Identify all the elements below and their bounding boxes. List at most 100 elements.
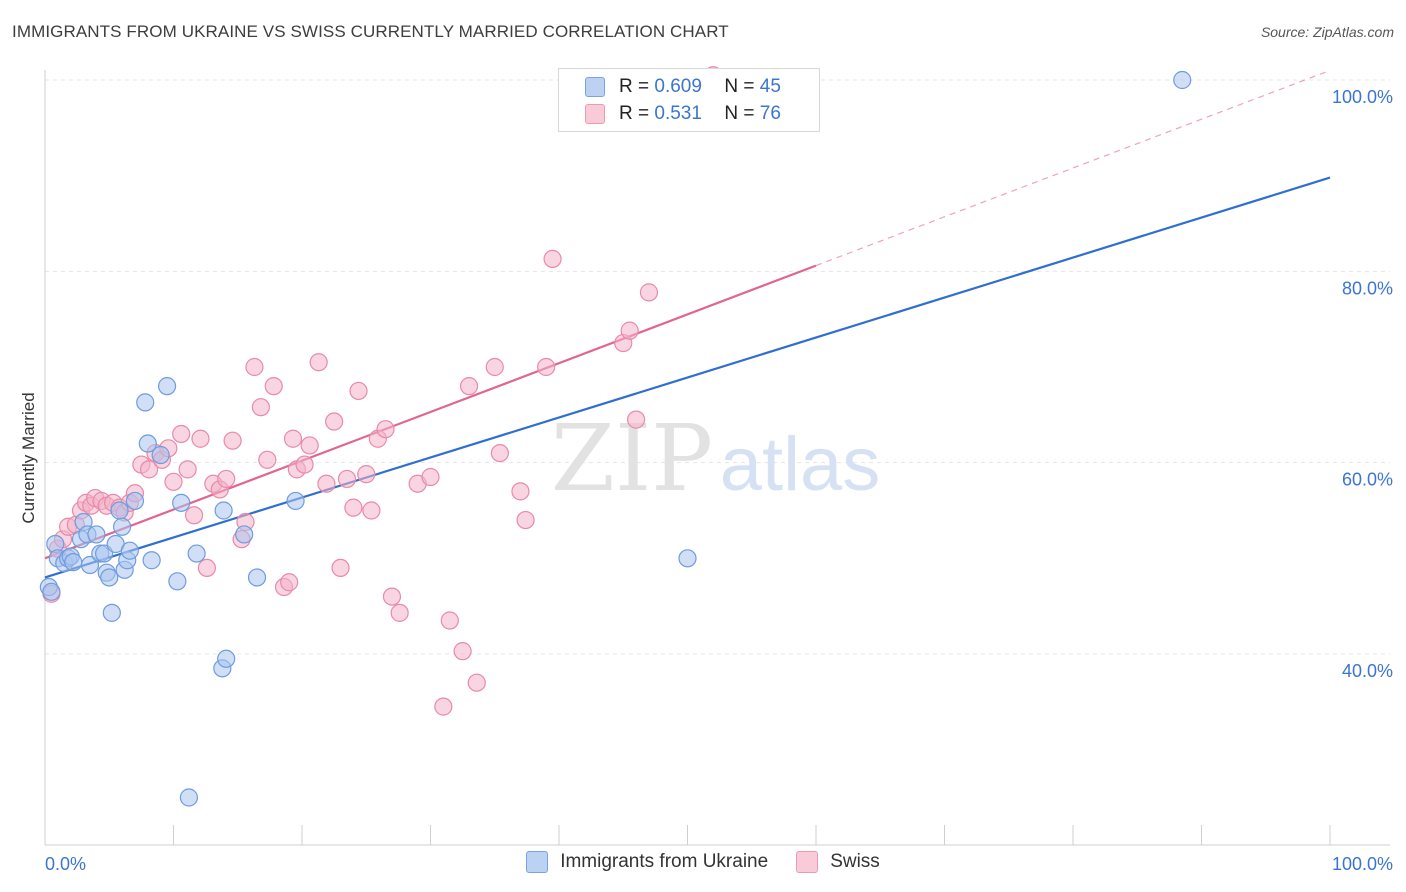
- point-swiss: [344, 498, 363, 517]
- point-ukraine: [187, 544, 206, 563]
- point-swiss: [197, 558, 217, 578]
- y-tick-label: 40.0%: [1342, 661, 1393, 681]
- point-swiss: [620, 321, 639, 340]
- point-ukraine: [138, 434, 157, 453]
- legend-label-swiss: Swiss: [830, 851, 880, 872]
- point-swiss: [280, 573, 299, 592]
- point-ukraine: [168, 572, 187, 591]
- point-swiss: [639, 283, 659, 302]
- point-swiss: [459, 377, 479, 396]
- point-swiss: [382, 587, 402, 606]
- y-tick-label: 80.0%: [1342, 278, 1393, 298]
- r-label: R =: [619, 76, 650, 97]
- point-swiss: [537, 357, 556, 377]
- r-value: 0.609: [654, 76, 702, 97]
- trend-line-swiss-extension: [815, 69, 1331, 267]
- point-ukraine: [112, 517, 132, 536]
- point-swiss: [516, 510, 535, 530]
- x-tick-label: 0.0%: [45, 854, 86, 874]
- point-swiss: [440, 611, 459, 630]
- point-ukraine: [100, 568, 119, 587]
- legend-row-swiss: R = 0.531 N = 76: [585, 101, 781, 127]
- y-axis-label: Currently Married: [19, 392, 38, 523]
- point-swiss: [331, 558, 350, 578]
- point-ukraine: [247, 568, 267, 587]
- point-ukraine: [151, 445, 170, 465]
- point-swiss: [223, 431, 242, 450]
- chart-source: Source: ZipAtlas.com: [1260, 24, 1394, 40]
- point-swiss: [421, 467, 440, 487]
- point-ukraine: [64, 553, 83, 572]
- point-ukraine: [42, 582, 61, 601]
- point-swiss: [337, 469, 357, 489]
- point-ukraine: [678, 549, 697, 568]
- watermark: ZIP atlas: [551, 405, 880, 512]
- point-swiss: [626, 410, 646, 429]
- series-legend: Immigrants from Ukraine Swiss: [0, 851, 1406, 873]
- watermark-atlas: atlas: [720, 422, 881, 507]
- legend-row-ukraine: R = 0.609 N = 45: [585, 74, 781, 100]
- point-ukraine: [217, 649, 236, 668]
- point-swiss: [258, 450, 277, 469]
- point-swiss: [251, 398, 270, 417]
- legend-swatch-ukraine: [585, 77, 605, 97]
- point-swiss: [325, 412, 344, 431]
- point-swiss: [434, 697, 453, 716]
- data-points: [39, 66, 1192, 807]
- tick-labels: 40.0% 60.0% 80.0% 100.0% 0.0% 100.0%: [45, 87, 1393, 874]
- point-swiss: [295, 455, 314, 474]
- point-ukraine: [102, 603, 121, 622]
- correlation-legend: R = 0.609 N = 45 R = 0.531 N = 76: [558, 68, 820, 132]
- point-swiss: [485, 357, 504, 377]
- point-swiss: [390, 603, 409, 622]
- point-ukraine: [286, 491, 305, 511]
- point-swiss: [264, 377, 283, 396]
- point-ukraine: [87, 525, 106, 544]
- n-value: 76: [759, 103, 781, 124]
- point-ukraine: [179, 788, 199, 807]
- r-label: R =: [619, 103, 650, 124]
- y-tick-label: 60.0%: [1342, 470, 1393, 490]
- point-swiss: [178, 460, 197, 479]
- point-swiss: [376, 420, 395, 439]
- x-tick-label: 100.0%: [1332, 854, 1393, 874]
- legend-label-ukraine: Immigrants from Ukraine: [560, 851, 769, 872]
- n-value: 45: [759, 76, 781, 97]
- point-swiss: [309, 353, 328, 372]
- point-ukraine: [136, 393, 155, 412]
- legend-item-ukraine[interactable]: Immigrants from Ukraine: [526, 851, 768, 873]
- point-swiss: [172, 424, 191, 444]
- point-swiss: [317, 474, 336, 493]
- point-swiss: [245, 357, 264, 377]
- point-ukraine: [80, 555, 100, 575]
- point-swiss: [139, 460, 159, 479]
- point-ukraine: [172, 493, 191, 512]
- point-ukraine: [120, 541, 139, 560]
- trend-line-ukraine: [44, 176, 1331, 579]
- point-ukraine: [110, 501, 129, 520]
- y-tick-label: 100.0%: [1332, 87, 1393, 107]
- point-swiss: [543, 249, 562, 268]
- n-label: N =: [724, 76, 755, 97]
- legend-swatch-swiss: [796, 851, 819, 873]
- point-ukraine: [1173, 70, 1192, 90]
- legend-swatch-ukraine: [526, 851, 549, 873]
- point-ukraine: [235, 525, 254, 544]
- point-swiss: [164, 472, 183, 491]
- point-swiss: [283, 429, 303, 448]
- point-swiss: [453, 642, 472, 661]
- legend-item-swiss[interactable]: Swiss: [796, 851, 880, 873]
- chart-title: IMMIGRANTS FROM UKRAINE VS SWISS CURRENT…: [12, 22, 729, 41]
- point-swiss: [467, 673, 486, 692]
- trend-line-swiss: [44, 264, 817, 560]
- point-ukraine: [125, 491, 145, 511]
- point-ukraine: [157, 377, 177, 396]
- legend-swatch-swiss: [585, 104, 605, 124]
- trend-lines: [44, 69, 1331, 579]
- point-swiss: [362, 501, 381, 520]
- point-swiss: [357, 465, 376, 484]
- point-swiss: [191, 429, 210, 448]
- point-swiss: [184, 506, 204, 525]
- r-value: 0.531: [654, 103, 702, 124]
